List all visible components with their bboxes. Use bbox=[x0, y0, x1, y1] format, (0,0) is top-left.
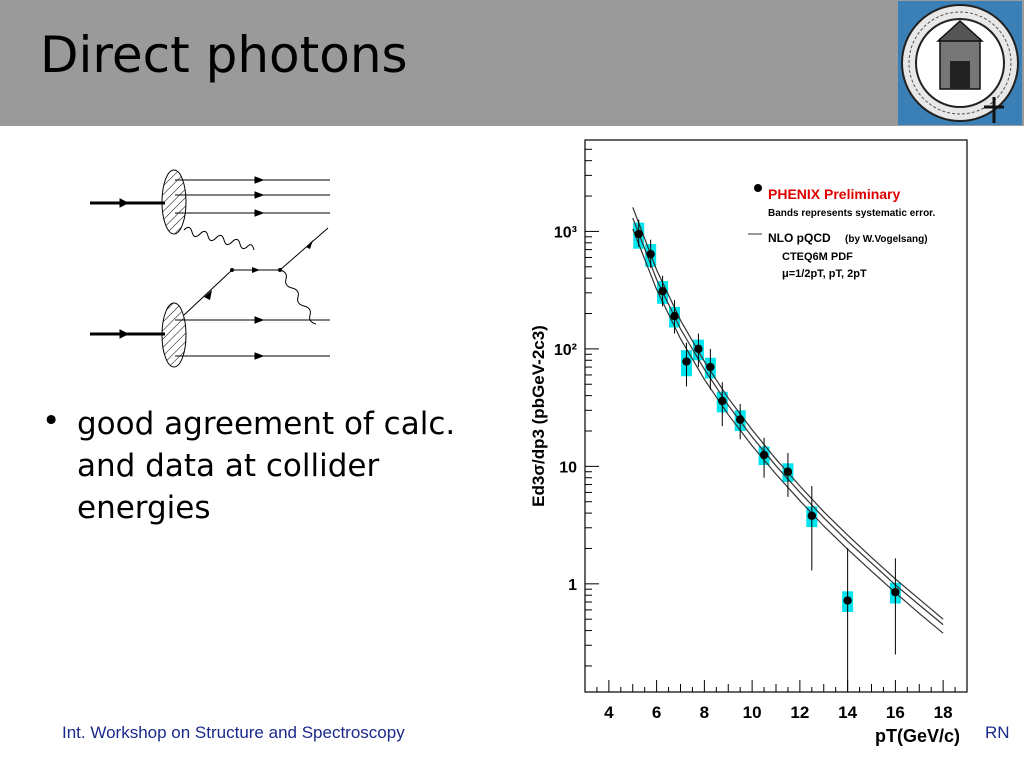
legend-pdf-label: CTEQ6M PDF bbox=[782, 251, 853, 263]
x-axis-label: pT(GeV/c) bbox=[875, 726, 960, 746]
x-tick-label: 4 bbox=[604, 703, 614, 722]
photon-line bbox=[279, 269, 317, 325]
quark-line-in bbox=[183, 269, 233, 316]
legend-band-note: Bands represents systematic error. bbox=[768, 208, 936, 219]
data-point bbox=[843, 596, 852, 605]
lower-proton-blob bbox=[161, 302, 187, 368]
data-point bbox=[759, 450, 769, 460]
y-tick-label: 10 bbox=[559, 459, 577, 476]
legend-point-marker bbox=[754, 184, 762, 192]
x-tick-label: 18 bbox=[934, 703, 953, 722]
quark-line-out bbox=[279, 227, 329, 271]
university-seal-logo bbox=[898, 1, 1022, 125]
upper-proton-blob bbox=[161, 169, 187, 235]
legend-theory-author: (by W.Vogelsang) bbox=[845, 234, 928, 245]
x-tick-label: 12 bbox=[790, 703, 809, 722]
y-tick-label: 10² bbox=[554, 342, 577, 359]
bullet-marker: • bbox=[42, 403, 61, 439]
data-point bbox=[783, 467, 793, 476]
upper-proton bbox=[90, 176, 330, 217]
feynman-diagram bbox=[90, 169, 330, 368]
data-point bbox=[694, 344, 703, 354]
lower-proton bbox=[90, 316, 330, 360]
y-tick-label: 10³ bbox=[554, 224, 577, 241]
data-point bbox=[891, 587, 900, 597]
x-tick-label: 10 bbox=[743, 703, 762, 722]
data-point bbox=[718, 396, 727, 406]
y-axis-label: Ed3σ/dp3 (pbGeV-2c3) bbox=[529, 325, 548, 507]
data-point bbox=[658, 286, 667, 296]
legend-data-label: PHENIX Preliminary bbox=[768, 186, 900, 202]
photon-cross-section-chart: 4 6 8 10 12 14 16 18 1 10 10² 10³ PHENIX Preliminar… bbox=[529, 139, 968, 746]
data-point bbox=[807, 511, 817, 520]
gluon-line bbox=[183, 226, 255, 251]
legend-theory-label: NLO pQCD bbox=[768, 231, 831, 245]
data-point bbox=[670, 311, 679, 321]
x-tick-label: 16 bbox=[886, 703, 905, 722]
data-point bbox=[735, 415, 745, 424]
x-tick-label: 14 bbox=[838, 703, 857, 722]
data-point bbox=[706, 362, 715, 372]
data-point bbox=[646, 249, 655, 259]
legend-scale-label: μ=1/2pT, pT, 2pT bbox=[782, 268, 867, 280]
footer-workshop-text: Int. Workshop on Structure and Spectrosc… bbox=[62, 723, 405, 742]
footer-right-text: RN bbox=[985, 723, 1010, 742]
title-bar bbox=[0, 0, 1024, 126]
bullet-text: good agreement of calc. and data at coll… bbox=[77, 406, 456, 526]
data-point bbox=[634, 229, 643, 239]
x-tick-label: 6 bbox=[652, 703, 661, 722]
y-tick-label: 1 bbox=[568, 577, 577, 594]
slide-title: Direct photons bbox=[40, 26, 408, 84]
data-point bbox=[682, 357, 691, 366]
x-tick-label: 8 bbox=[700, 703, 709, 722]
